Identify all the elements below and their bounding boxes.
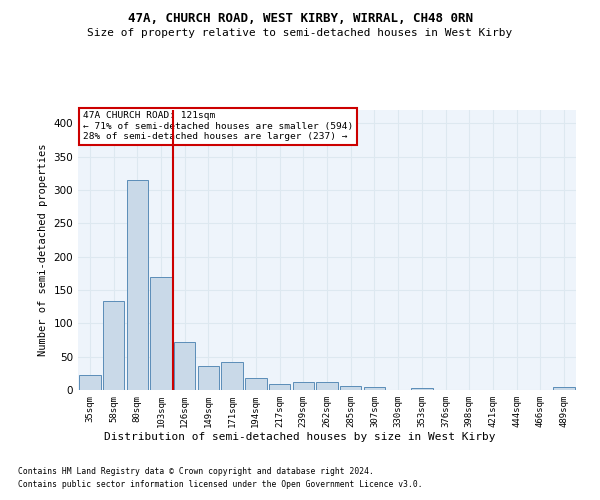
Bar (79, 374, 101, 390)
Bar (245, 378, 266, 390)
Bar (316, 382, 338, 390)
Text: Size of property relative to semi-detached houses in West Kirby: Size of property relative to semi-detach… (88, 28, 512, 38)
Bar (127, 180, 148, 390)
Bar (553, 388, 575, 390)
Bar (269, 384, 290, 390)
Text: Distribution of semi-detached houses by size in West Kirby: Distribution of semi-detached houses by … (104, 432, 496, 442)
Bar (364, 388, 385, 390)
Text: 47A, CHURCH ROAD, WEST KIRBY, WIRRAL, CH48 0RN: 47A, CHURCH ROAD, WEST KIRBY, WIRRAL, CH… (128, 12, 473, 26)
Bar (103, 300, 124, 390)
Bar (174, 342, 196, 390)
Y-axis label: Number of semi-detached properties: Number of semi-detached properties (38, 144, 48, 356)
Bar (221, 362, 243, 390)
Bar (293, 382, 314, 390)
Bar (340, 386, 361, 390)
Text: 47A CHURCH ROAD: 121sqm
← 71% of semi-detached houses are smaller (594)
28% of s: 47A CHURCH ROAD: 121sqm ← 71% of semi-de… (83, 112, 353, 141)
Bar (411, 388, 433, 390)
Text: Contains public sector information licensed under the Open Government Licence v3: Contains public sector information licen… (18, 480, 422, 489)
Text: Contains HM Land Registry data © Crown copyright and database right 2024.: Contains HM Land Registry data © Crown c… (18, 467, 374, 476)
Bar (198, 366, 219, 390)
Bar (151, 278, 172, 390)
